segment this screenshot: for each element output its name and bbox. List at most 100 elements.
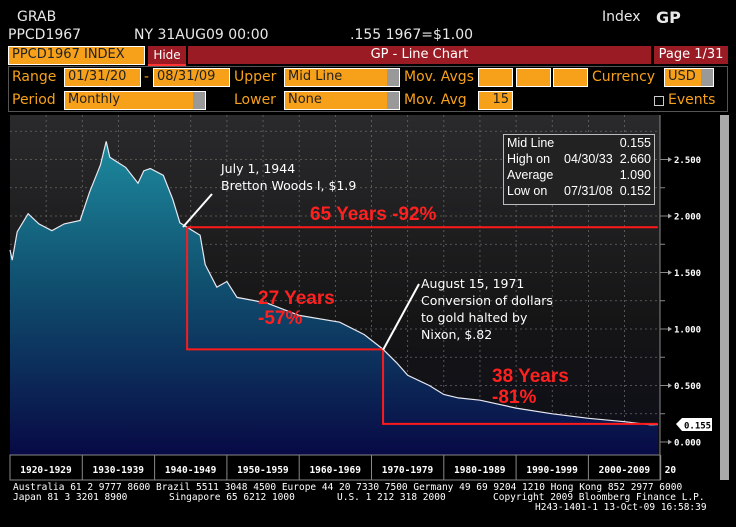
span-27-years: 27 Years [258, 288, 335, 309]
x-tick-label: 20 [665, 465, 677, 476]
controls-panel [8, 66, 728, 112]
x-tick-label: 1980-1989 [454, 465, 506, 476]
upper-label: Upper [234, 69, 277, 85]
bretton-annotation: July 1, 1944 Bretton Woods I, $1.9 [221, 160, 356, 194]
mov-avg-input[interactable]: 15 [478, 91, 513, 110]
annotation-line: Conversion of dollars [421, 293, 553, 308]
y-tick-arrow-icon [668, 383, 672, 388]
function-code: GP [656, 8, 681, 27]
annotation-line: August 15, 1971 [421, 276, 525, 291]
footer-japan: Japan 81 3 3201 8900 [13, 492, 128, 503]
stat-value: 0.155 [619, 136, 651, 150]
footer-us: U.S. 1 212 318 2000 [337, 492, 446, 503]
span-27-pct: -57% [258, 308, 303, 329]
y-tick-arrow-icon [668, 326, 672, 332]
security-input[interactable]: PPCD1967 INDEX [8, 46, 145, 65]
footer-contacts: Australia 61 2 9777 8600 Brazil 5511 304… [13, 482, 683, 493]
location-date: NY 31AUG09 00:00 [134, 27, 269, 43]
lower-label: Lower [234, 92, 276, 108]
y-tick-label: 0.500 [674, 382, 701, 392]
y-axis-area [660, 115, 690, 455]
y-tick-label: 1.000 [674, 326, 701, 336]
y-tick-arrow-icon [668, 157, 672, 162]
currency-select[interactable]: USD [664, 68, 714, 87]
y-tick-label: 2.500 [674, 156, 701, 166]
hide-button[interactable]: Hide [148, 46, 186, 66]
stats-box: Mid Line 0.155 High on 04/30/33 2.660 Av… [503, 134, 655, 205]
stat-value: 0.152 [619, 184, 651, 198]
nixon-pointer [382, 283, 420, 351]
period-label: Period [12, 92, 56, 108]
lower-select[interactable]: None [284, 91, 400, 110]
scrollbar[interactable] [720, 115, 729, 480]
annotation-line: to gold halted by [421, 310, 528, 325]
annotation-line: July 1, 1944 [221, 161, 296, 176]
span-38-years: 38 Years [492, 366, 569, 387]
last-value: .155 1967=$1.00 [350, 27, 474, 43]
y-tick-arrow-icon [668, 213, 672, 219]
dropdown-arrow-icon [387, 69, 399, 86]
mov-avg-1-input[interactable] [478, 68, 513, 87]
x-tick-label: 1970-1979 [382, 465, 434, 476]
footer-copyright: Copyright 2009 Bloomberg Finance L.P. [493, 492, 705, 503]
x-tick-label: 1950-1959 [237, 465, 289, 476]
stat-label: High on [507, 152, 551, 166]
series-area [10, 141, 658, 455]
dropdown-arrow-icon [193, 92, 205, 109]
footer-singapore: Singapore 65 6212 1000 [169, 492, 295, 503]
stat-label: Low on [507, 184, 548, 198]
ticker-label: PPCD1967 [8, 27, 82, 43]
footer-timestamp: H243-1401-1 13-Oct-09 16:58:39 [535, 502, 707, 513]
span-65-label: 65 Years -92% [310, 204, 437, 225]
x-tick-label: 2000-2009 [599, 465, 651, 476]
ref-line-38-years [382, 349, 658, 425]
range-separator: - [144, 69, 150, 85]
currency-label: Currency [592, 69, 656, 85]
range-start-input[interactable]: 01/31/20 [64, 68, 141, 87]
currency-value: USD [668, 69, 696, 84]
mov-avgs-label: Mov. Avgs [404, 69, 474, 85]
mov-avg-3-input[interactable] [553, 68, 588, 87]
dropdown-arrow-icon [387, 92, 399, 109]
series-line [9, 141, 658, 426]
x-tick-label: 1960-1969 [309, 465, 361, 476]
nixon-annotation: August 15, 1971 Conversion of dollars to… [421, 275, 553, 343]
events-checkbox[interactable] [654, 96, 664, 106]
y-tick-label: 0.000 [674, 439, 701, 449]
stat-date: 07/31/08 [564, 184, 613, 198]
events-label: Events [668, 92, 716, 108]
x-tick-label: 1940-1949 [165, 465, 217, 476]
period-value: Monthly [68, 92, 121, 107]
index-label: Index [602, 9, 641, 25]
x-tick-label: 1930-1939 [93, 465, 145, 476]
ref-line-27-years [186, 227, 384, 351]
span-38-pct: -81% [492, 387, 537, 408]
stat-value: 2.660 [619, 152, 651, 166]
annotation-line: Nixon, $.82 [421, 327, 493, 342]
y-tick-arrow-icon [668, 439, 672, 445]
y-tick-label: 2.000 [674, 213, 701, 223]
last-value-tag: 0.155 [676, 418, 712, 432]
page-indicator[interactable]: Page 1/31 [654, 46, 728, 64]
period-select[interactable]: Monthly [64, 91, 206, 110]
mov-avg-2-input[interactable] [516, 68, 551, 87]
stat-label: Mid Line [507, 136, 555, 150]
upper-value: Mid Line [288, 69, 343, 84]
upper-select[interactable]: Mid Line [284, 68, 400, 87]
stat-label: Average [507, 168, 554, 182]
last-value-tag-text: 0.155 [684, 422, 711, 432]
lower-value: None [288, 92, 322, 107]
annotation-line: Bretton Woods I, $1.9 [221, 178, 357, 193]
stat-date: 04/30/33 [564, 152, 613, 166]
range-end-input[interactable]: 08/31/09 [153, 68, 230, 87]
dropdown-arrow-icon [701, 69, 713, 86]
x-axis-bar [9, 454, 661, 481]
range-label: Range [12, 69, 57, 85]
bretton-pointer [182, 193, 213, 228]
stat-value: 1.090 [619, 168, 651, 182]
chart-title-bar: GP - Line Chart [188, 46, 651, 64]
x-tick-label: 1990-1999 [526, 465, 578, 476]
y-tick-arrow-icon [668, 270, 672, 275]
mov-avg-label: Mov. Avg [404, 92, 467, 108]
